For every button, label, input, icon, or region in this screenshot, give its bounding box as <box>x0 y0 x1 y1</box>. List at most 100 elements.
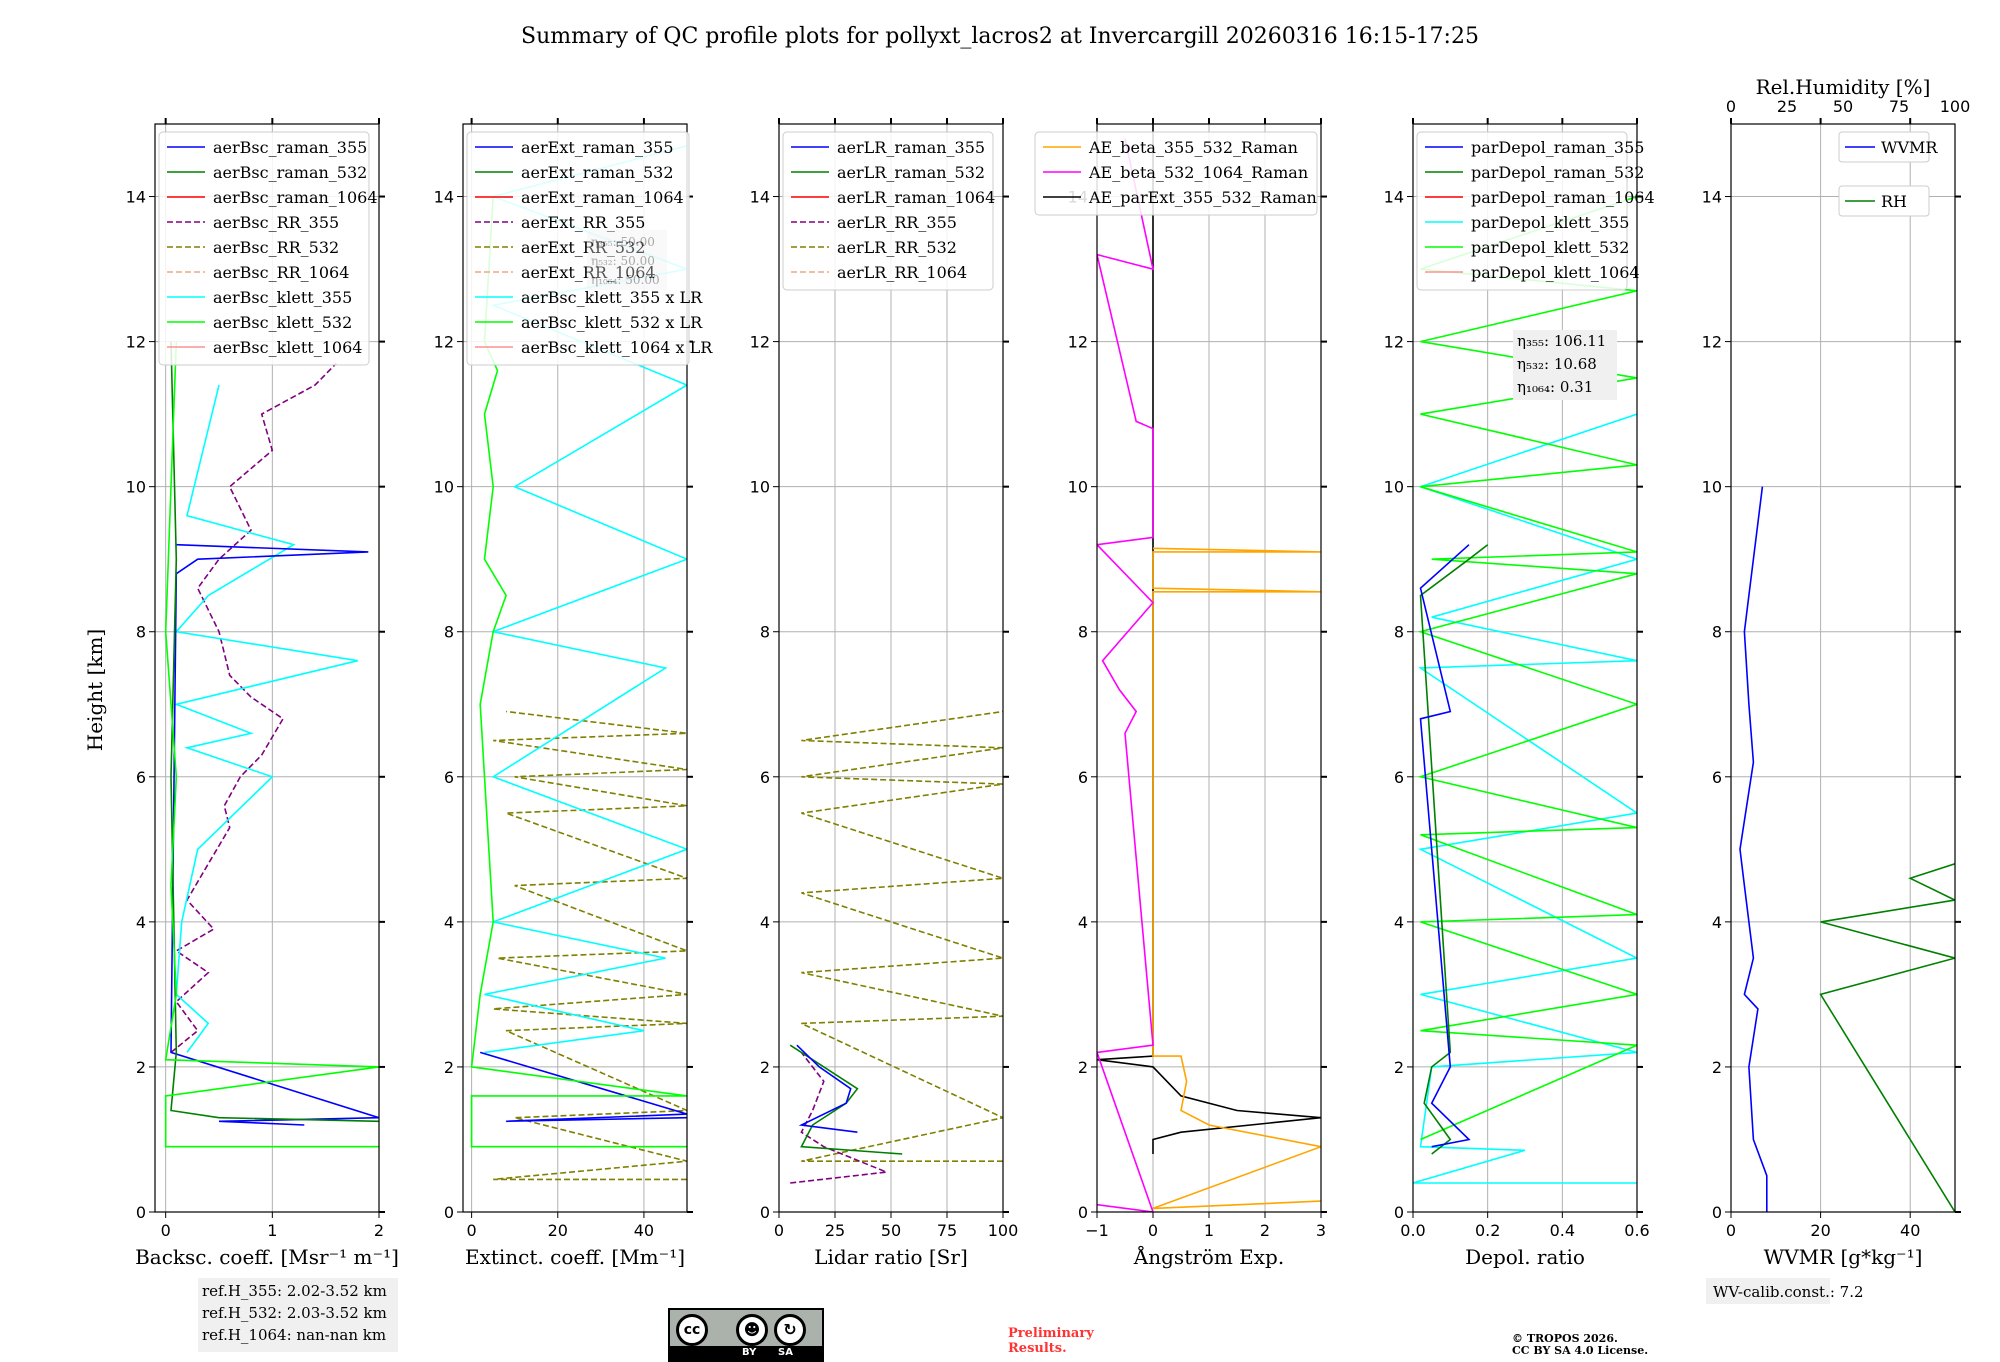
y-tick-label: 10 <box>126 478 146 497</box>
legend-label: parDepol_klett_355 <box>1471 213 1629 232</box>
chart-title: Summary of QC profile plots for pollyxt_… <box>521 24 1479 49</box>
x-axis-label: Depol. ratio <box>1465 1245 1585 1269</box>
x-axis-label: Backsc. coeff. [Msr⁻¹ m⁻¹] <box>135 1245 399 1269</box>
legend-label: parDepol_raman_532 <box>1471 163 1644 182</box>
legend: parDepol_raman_355 parDepol_raman_532 parD… <box>1416 131 1655 291</box>
y-tick-label: 2 <box>1394 1058 1404 1077</box>
legend-label: AE_parExt_355_532_Raman <box>1088 188 1317 207</box>
legend-box <box>1838 131 1930 163</box>
legend-label: aerLR_RR_355 <box>837 213 957 232</box>
x-tick-label: 0 <box>467 1221 477 1240</box>
axes-frame <box>778 123 1004 1213</box>
legend-label: aerBsc_klett_355 <box>213 288 352 307</box>
series-aerBsc_raman_532 <box>170 341 379 1123</box>
top-tick-label: 25 <box>1777 97 1797 116</box>
sa-share-icon: ↻ <box>774 1314 806 1346</box>
series-parDepol_raman_532 <box>1419 544 1489 1155</box>
legend-label: parDepol_klett_532 <box>1471 238 1629 257</box>
legend-label: aerBsc_klett_1064 x LR <box>521 338 713 357</box>
legend-label: aerBsc_RR_1064 <box>213 263 349 282</box>
annotation-line: η₅₃₂: 10.68 <box>1517 355 1597 373</box>
x-tick-label: 0 <box>161 1221 171 1240</box>
y-tick-label: 2 <box>1712 1058 1722 1077</box>
panel-lr: 0 2 4 6 8 10 12 14 0 25 50 75 100 Lidar ratio [Sr] aer… <box>750 118 1018 1269</box>
y-tick-label: 0 <box>760 1203 770 1222</box>
legend-label: aerBsc_RR_532 <box>213 238 339 257</box>
y-tick-label: 0 <box>444 1203 454 1222</box>
y-tick-label: 14 <box>750 188 770 207</box>
y-tick-label: 2 <box>136 1058 146 1077</box>
panel-ext: 0 2 4 6 8 10 12 14 0 20 40 Extinct. coeff. [Mm⁻¹] ae… <box>434 118 713 1269</box>
series-AE_parExt_355_532_Raman <box>1097 124 1321 1154</box>
top-tick-label: 50 <box>1833 97 1853 116</box>
legend-label: parDepol_raman_355 <box>1471 138 1644 157</box>
x-tick-label: 0.0 <box>1400 1221 1425 1240</box>
annotation-line: η₅₃₂: 50.00 <box>591 254 655 268</box>
preliminary-line2: Results. <box>1008 1341 1067 1356</box>
x-tick-label: 20 <box>548 1221 568 1240</box>
y-tick-label: 10 <box>750 478 770 497</box>
legend-label: aerBsc_klett_1064 <box>213 338 362 357</box>
y-tick-label: 6 <box>136 768 146 787</box>
annotation-box <box>587 230 667 290</box>
badge-bar: BY SA <box>670 1346 822 1360</box>
y-tick-label: 14 <box>434 188 454 207</box>
y-tick-label: 4 <box>1712 913 1722 932</box>
y-tick-label: 6 <box>1712 768 1722 787</box>
legend: aerBsc_raman_355 aerBsc_raman_532 aerBsc_r… <box>158 131 378 366</box>
legend-label: aerLR_RR_1064 <box>837 263 967 282</box>
series-RH <box>1819 863 1955 1212</box>
legend-label: aerExt_raman_355 <box>521 138 674 157</box>
y-tick-label: 4 <box>1394 913 1404 932</box>
series-WVMR <box>1739 486 1768 1212</box>
x-tick-label: 0 <box>1726 1221 1736 1240</box>
legend-box <box>1416 131 1628 291</box>
series-aerBsc_raman_355 <box>170 543 379 1126</box>
legend-label: aerBsc_klett_532 <box>213 313 352 332</box>
annotation-line: η₁₀₆₄: 0.31 <box>1517 378 1593 396</box>
series-aerLR_RR_532 <box>801 710 1003 1162</box>
y-tick-label: 0 <box>1712 1203 1722 1222</box>
y-tick-label: 12 <box>126 333 146 352</box>
legend-label: aerBsc_klett_355 x LR <box>521 288 703 307</box>
legend-label: aerExt_RR_1064 <box>521 263 656 282</box>
legend-box <box>1034 131 1318 216</box>
y-tick-label: 10 <box>1068 478 1088 497</box>
legend-box <box>466 131 690 366</box>
x-tick-label: 50 <box>881 1221 901 1240</box>
series-aerBsc_RR_355 <box>170 362 337 1054</box>
y-tick-label: 14 <box>1384 188 1404 207</box>
x-tick-label: 1 <box>267 1221 277 1240</box>
eta-annotation: η₃₅₅: 106.11 η₅₃₂: 10.68 η₁₀₆₄: 0.31 <box>1513 330 1617 400</box>
y-tick-label: 12 <box>1702 333 1722 352</box>
legend-label: WVMR <box>1881 138 1938 157</box>
axes-frame <box>154 123 380 1213</box>
x-tick-label: 0.6 <box>1624 1221 1649 1240</box>
x-tick-label: 0 <box>1148 1221 1158 1240</box>
top-tick-label: 100 <box>1940 97 1971 116</box>
legend-label: aerLR_raman_1064 <box>837 188 995 207</box>
x-tick-label: 40 <box>1900 1221 1920 1240</box>
eta-annotation: η₃₅₅: 50.00 η₅₃₂: 50.00 η₁₀₆₄: 50.00 <box>587 230 667 290</box>
legend-label: aerExt_raman_1064 <box>521 188 684 207</box>
x-tick-label: 20 <box>1810 1221 1830 1240</box>
x-axis-label: Ångström Exp. <box>1133 1244 1284 1269</box>
series-AE_beta_532_1064_Raman <box>1097 138 1155 1212</box>
ref-h-532: ref.H_532: 2.03-3.52 km <box>202 1304 387 1322</box>
series-aerBsc_klett_355 <box>173 384 358 1053</box>
legend-label: AE_beta_355_532_Raman <box>1088 138 1298 157</box>
legend: AE_beta_355_532_Raman AE_beta_532_1064_Ra… <box>1034 131 1318 216</box>
legend-label: aerExt_RR_532 <box>521 238 645 257</box>
x-tick-label: 3 <box>1316 1221 1326 1240</box>
wv-calib-box: WV-calib.const.: 7.2 <box>1706 1278 1864 1304</box>
legend-label: aerLR_RR_532 <box>837 238 957 257</box>
y-tick-label: 8 <box>444 623 454 642</box>
x-tick-label: 0 <box>774 1221 784 1240</box>
ref-h-1064: ref.H_1064: nan-nan km <box>202 1326 386 1344</box>
y-axis-label: Height [km] <box>83 629 107 751</box>
y-tick-label: 12 <box>1068 333 1088 352</box>
y-tick-label: 2 <box>444 1058 454 1077</box>
